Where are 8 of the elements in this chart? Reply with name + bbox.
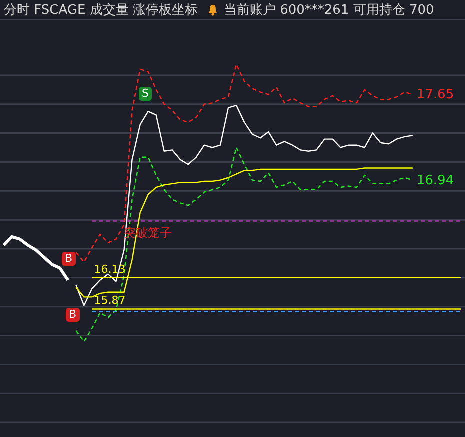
annotation: S [139, 87, 152, 101]
annotation: B [62, 252, 76, 266]
chart-title: 分时 FSCAGE 成交量 涨停板坐标 [4, 2, 198, 18]
data-label: 17.65 [416, 88, 454, 103]
data-label: 16.94 [416, 173, 454, 188]
annotation: B [66, 308, 80, 322]
ref-line-label: 15.87 [94, 294, 126, 308]
chart-subtitle: 当前账户 600***261 可用持仓 700 [224, 2, 434, 18]
